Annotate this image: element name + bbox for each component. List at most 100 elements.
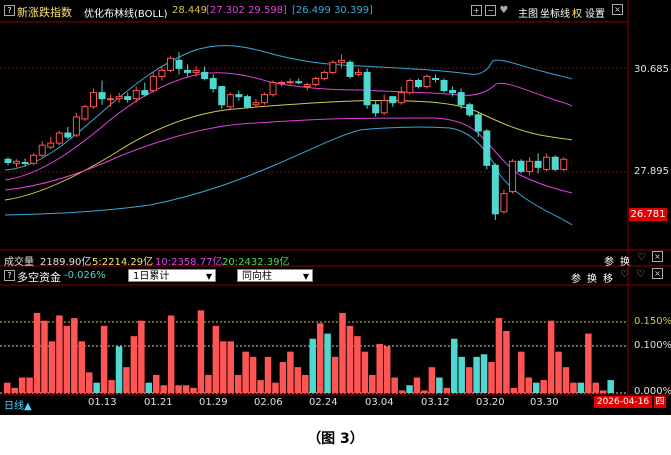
money-bar <box>592 382 600 393</box>
accumulation-select-value: 1日累计 <box>133 271 170 282</box>
bar-mode-select[interactable]: 同向柱 ▼ <box>237 269 313 282</box>
volume-ma20: 20:2432.39亿 <box>222 257 290 268</box>
axis-line-button[interactable]: 坐标线 <box>540 9 570 20</box>
boll-inner-values: [27.302 29.598] <box>206 5 287 16</box>
money-bar <box>413 377 421 393</box>
candle <box>132 86 140 103</box>
rights-button[interactable]: 权 <box>572 9 582 20</box>
heart-icon[interactable]: ♥ <box>499 5 509 16</box>
money-bar <box>331 356 339 393</box>
bottom-help-icon[interactable]: ? <box>4 270 15 281</box>
candle <box>55 131 63 146</box>
money-bar <box>585 333 592 393</box>
close-panel-icon[interactable]: × <box>612 4 623 15</box>
money-bar <box>458 356 465 393</box>
candle <box>389 96 397 107</box>
candle <box>166 56 174 73</box>
money-bar <box>242 351 249 393</box>
money-bar <box>26 377 33 393</box>
money-bar <box>346 325 354 393</box>
money-bar <box>510 387 518 393</box>
money-bar <box>145 382 153 393</box>
money-bar <box>525 377 532 393</box>
boll-outer-values: [26.499 30.399] <box>292 5 373 16</box>
bottom-fav-icon[interactable]: ♡ <box>636 269 645 280</box>
money-bar <box>480 354 488 393</box>
bar-mode-select-value: 同向柱 <box>242 271 272 282</box>
candle <box>252 98 260 107</box>
money-bar <box>272 382 279 393</box>
money-bar <box>33 312 41 393</box>
add-icon[interactable]: + <box>471 5 482 16</box>
volume-close-icon[interactable]: × <box>652 251 663 262</box>
money-bar <box>138 320 145 393</box>
candle <box>209 74 217 93</box>
candle <box>21 158 29 167</box>
candle <box>98 80 106 105</box>
bottom-switch-button[interactable]: 换 <box>587 274 597 285</box>
candle <box>303 82 311 91</box>
volume-switch-button[interactable]: 换 <box>620 257 630 268</box>
candle <box>141 82 149 97</box>
money-bar <box>153 374 160 393</box>
candle <box>124 92 132 103</box>
money-bar <box>264 356 272 393</box>
minus-icon[interactable]: − <box>485 5 497 16</box>
candlestick-series <box>4 52 568 220</box>
candle <box>449 86 457 97</box>
candle <box>551 155 559 172</box>
money-bar <box>324 333 331 393</box>
candle <box>526 157 534 176</box>
candle <box>4 157 12 166</box>
period-mode-button[interactable]: 日线▲ <box>4 401 32 412</box>
bottom-panel-value: -0.026% <box>64 270 106 281</box>
bottom-close-icon[interactable]: × <box>652 268 663 279</box>
settings-button[interactable]: 设置 <box>585 9 605 20</box>
money-bar <box>503 331 510 393</box>
money-bar <box>562 367 570 393</box>
money-bar <box>339 312 346 393</box>
current-date-badge: 2026-04-16 <box>594 396 652 408</box>
candle <box>414 78 422 89</box>
volume-param-button[interactable]: 参 <box>604 257 614 268</box>
candle <box>295 78 303 85</box>
candle <box>158 66 166 81</box>
candle <box>483 128 491 170</box>
candle <box>235 90 243 101</box>
x-date-label: 03.20 <box>476 397 505 408</box>
volume-ma10: 10:2358.77亿 <box>155 257 223 268</box>
bottom-heart-icon[interactable]: ♡ <box>620 269 629 280</box>
bottom-param-button[interactable]: 参 <box>571 274 581 285</box>
money-bar <box>287 351 294 393</box>
pct-label-100: 0.100% <box>634 340 671 351</box>
x-date-label: 03.04 <box>365 397 394 408</box>
candle <box>175 52 183 75</box>
x-date-label: 02.24 <box>309 397 338 408</box>
money-bar <box>123 367 130 393</box>
money-bar <box>570 382 577 393</box>
candle <box>440 78 448 93</box>
candle <box>380 94 388 115</box>
candle <box>543 153 551 172</box>
money-bar <box>398 390 406 393</box>
money-bar <box>48 341 56 393</box>
price-label-high: 30.685 <box>634 64 669 75</box>
candle <box>329 60 337 75</box>
money-bar <box>577 382 585 393</box>
panel-help-icon[interactable]: ? <box>4 5 15 16</box>
main-chart-button[interactable]: 主图 <box>518 9 538 20</box>
candle <box>286 78 294 85</box>
bottom-panel-title: 多空资金 <box>17 271 61 284</box>
candle <box>491 163 499 220</box>
accumulation-select[interactable]: 1日累计 ▼ <box>128 269 216 282</box>
grid-lines <box>0 0 671 405</box>
candle <box>560 157 568 172</box>
volume-heart-icon[interactable]: ♡ <box>637 252 646 263</box>
candle <box>363 68 371 109</box>
money-bar <box>600 390 607 393</box>
money-bar <box>354 336 361 393</box>
chart-canvas <box>0 0 671 405</box>
x-date-label: 01.13 <box>88 397 117 408</box>
bottom-move-button[interactable]: 移 <box>603 274 613 285</box>
candle <box>337 54 345 69</box>
